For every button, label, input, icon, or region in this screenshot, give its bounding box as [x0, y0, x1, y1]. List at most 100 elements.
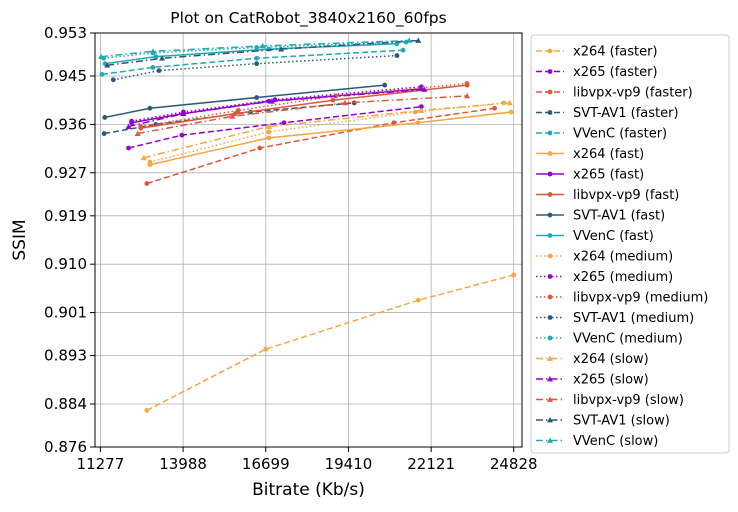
- y-tick-label: 0.953: [44, 24, 87, 42]
- legend-item: x265 (medium): [536, 270, 673, 285]
- data-point: [547, 89, 553, 95]
- x-tick-label: 19410: [325, 455, 373, 473]
- series-line: [149, 111, 512, 166]
- legend-label: SVT-AV1 (medium): [573, 311, 694, 326]
- data-point: [126, 145, 131, 151]
- series-0: [144, 272, 517, 413]
- ticks: 11277 13988 16699 19410 22121 24828 0.876 0.884…: [44, 24, 538, 473]
- legend-item: x264 (slow): [536, 352, 649, 367]
- y-tick-label: 0.927: [44, 164, 87, 182]
- series-line: [128, 88, 425, 128]
- data-point: [511, 272, 517, 278]
- data-point: [147, 159, 153, 165]
- data-point: [254, 95, 260, 100]
- data-point: [235, 108, 241, 113]
- legend-item: VVenC (medium): [536, 332, 683, 347]
- y-tick-label: 0.876: [44, 438, 87, 456]
- legend-item: SVT-AV1 (slow): [536, 414, 670, 429]
- data-point: [547, 151, 553, 156]
- series-18: [104, 37, 422, 68]
- data-point: [125, 123, 132, 129]
- data-point: [254, 61, 260, 67]
- data-point: [547, 110, 553, 115]
- data-point: [464, 92, 471, 99]
- legend-label: libvpx-vp9 (medium): [573, 291, 708, 306]
- data-point: [547, 437, 553, 443]
- legend-label: libvpx-vp9 (faster): [573, 86, 693, 101]
- legend-label: x264 (fast): [573, 147, 644, 162]
- data-point: [266, 135, 272, 141]
- legend-item: SVT-AV1 (faster): [536, 106, 679, 121]
- data-point: [492, 105, 497, 111]
- x-tick-label: 16699: [242, 455, 290, 473]
- y-axis-label: SSIM: [10, 219, 30, 260]
- legend-label: VVenC (faster): [573, 127, 667, 142]
- series-line: [107, 39, 419, 67]
- data-point: [421, 86, 428, 92]
- legend: x264 (faster) x265 (faster) libvpx-vp9 (fa…: [530, 34, 730, 454]
- data-point: [418, 107, 425, 113]
- y-tick-label: 0.945: [44, 67, 87, 85]
- x-tick-label: 13988: [159, 455, 207, 473]
- series-9: [102, 41, 400, 67]
- legend-item: libvpx-vp9 (faster): [536, 86, 693, 101]
- series-line: [137, 95, 468, 135]
- data-point: [134, 130, 141, 136]
- legend-label: x264 (faster): [573, 45, 658, 60]
- data-point: [259, 42, 266, 49]
- data-point: [547, 335, 553, 341]
- x-axis-label: Bitrate (Kb/s): [252, 480, 365, 500]
- series-4: [99, 47, 406, 77]
- data-point: [180, 110, 187, 117]
- data-point: [147, 105, 153, 111]
- data-point: [254, 45, 260, 50]
- data-point: [415, 120, 421, 126]
- data-point: [99, 72, 105, 77]
- legend-label: x265 (slow): [573, 373, 649, 388]
- legend-label: VVenC (medium): [573, 332, 683, 347]
- y-tick-label: 0.901: [44, 304, 87, 322]
- data-point: [508, 109, 514, 115]
- data-point: [149, 48, 156, 54]
- data-point: [400, 47, 406, 53]
- y-tick-label: 0.910: [44, 255, 87, 273]
- y-tick-label: 0.919: [44, 207, 87, 225]
- legend-item: x264 (fast): [536, 147, 644, 162]
- legend-item: x265 (slow): [536, 373, 649, 388]
- series-15: [140, 99, 513, 161]
- series-12: [138, 81, 470, 129]
- data-point: [464, 81, 470, 86]
- data-point: [102, 115, 108, 120]
- legend-item: VVenC (faster): [536, 127, 667, 142]
- series-line: [140, 82, 468, 128]
- data-point: [266, 129, 272, 135]
- legend-label: SVT-AV1 (slow): [573, 414, 670, 429]
- series-19: [98, 37, 413, 60]
- series-line: [104, 43, 397, 65]
- chart-title: Plot on CatRobot_3840x2160_60fps: [170, 9, 446, 28]
- series-8: [102, 82, 388, 120]
- data-point: [254, 55, 260, 61]
- grid: [95, 32, 522, 448]
- legend-item: libvpx-vp9 (slow): [536, 393, 684, 408]
- series-line: [128, 105, 422, 149]
- legend-label: x265 (fast): [573, 168, 644, 183]
- legend-item: VVenC (slow): [536, 434, 658, 449]
- legend-label: x265 (faster): [573, 65, 658, 80]
- series-13: [110, 53, 400, 83]
- data-point: [101, 131, 107, 136]
- legend-label: VVenC (fast): [573, 229, 654, 244]
- series-line: [101, 49, 404, 76]
- x-tick-label: 22121: [407, 455, 455, 473]
- data-point: [232, 111, 238, 117]
- data-point: [394, 53, 400, 58]
- series-line: [149, 102, 504, 163]
- data-point: [140, 154, 147, 161]
- data-point: [159, 55, 166, 61]
- series-2: [144, 105, 497, 186]
- data-point: [547, 69, 553, 74]
- data-point: [547, 192, 553, 197]
- data-point: [547, 48, 553, 54]
- data-point: [150, 65, 156, 70]
